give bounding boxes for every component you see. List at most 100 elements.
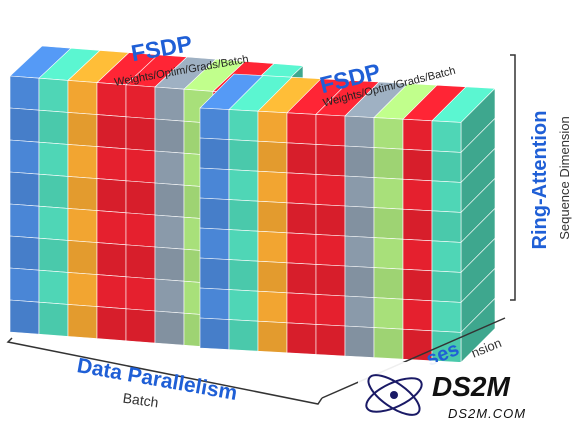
block-face-cell	[38, 77, 69, 113]
block-face-cell	[199, 287, 230, 320]
block-face-cell	[67, 112, 98, 147]
block-face-cell	[38, 205, 69, 241]
block-face-cell	[315, 324, 346, 357]
block-face-cell	[402, 178, 433, 212]
block-face-cell	[67, 176, 98, 211]
block-face-cell	[9, 75, 40, 111]
block-face-cell	[257, 200, 288, 234]
block-face-cell	[257, 320, 288, 354]
block-face-cell	[154, 246, 185, 282]
block-face-cell	[373, 297, 404, 330]
right-axis-title: Ring-Attention	[529, 111, 551, 250]
block-face-cell	[199, 107, 230, 140]
block-face-cell	[344, 205, 375, 238]
block-face-cell	[228, 289, 259, 322]
block-face-cell	[315, 264, 346, 297]
block-face-cell	[125, 308, 156, 344]
block-face-cell	[9, 203, 40, 239]
block-face-cell	[344, 145, 375, 178]
watermark-logo-text: DS2M	[432, 371, 510, 402]
block-face-cell	[257, 260, 288, 294]
block-face-cell	[315, 234, 346, 267]
bottom-axis-subtitle: Batch	[122, 390, 160, 411]
block-face-cell	[9, 299, 40, 335]
block-face-cell	[125, 180, 156, 216]
block-face-cell	[125, 212, 156, 248]
block-face-cell	[373, 327, 404, 360]
atom-orbit-icon-2	[367, 374, 421, 416]
block-face-cell	[315, 294, 346, 327]
block-face-cell	[96, 146, 127, 182]
block-face-cell	[9, 171, 40, 207]
right-axis-bracket	[510, 54, 516, 301]
block-face-cell	[9, 267, 40, 303]
block-face-cell	[38, 173, 69, 209]
depth-axis-bracket	[321, 317, 506, 399]
block-face-cell	[228, 139, 259, 172]
atom-core-icon	[390, 391, 398, 399]
bottom-axis-bracket	[6, 337, 323, 405]
block-face-cell	[228, 199, 259, 232]
block-face-cell	[38, 301, 69, 337]
block-face-cell	[402, 238, 433, 272]
block-face-cell	[154, 86, 185, 122]
block-face-cell	[257, 110, 288, 144]
block-face-cell	[344, 265, 375, 298]
block-face-cell	[228, 259, 259, 292]
block-face-cell	[286, 262, 317, 295]
block-face-cell	[67, 304, 98, 339]
block-face-cell	[431, 120, 462, 153]
block-face-cell	[154, 118, 185, 154]
block-face-cell	[154, 310, 185, 346]
block-face-cell	[154, 214, 185, 250]
block-face-cell	[9, 107, 40, 143]
block-face-cell	[67, 272, 98, 307]
block-face-cell	[67, 208, 98, 243]
block-face-cell	[96, 306, 127, 342]
block-face-cell	[96, 274, 127, 310]
block-face-cell	[402, 268, 433, 302]
block-face-cell	[286, 232, 317, 265]
block-face-cell	[96, 210, 127, 246]
block-face-cell	[286, 172, 317, 205]
block-face-cell	[431, 270, 462, 303]
block-face-cell	[154, 278, 185, 314]
block-face-cell	[228, 229, 259, 262]
right-axis-subtitle: Sequence Dimension	[557, 116, 572, 240]
block-face-cell	[199, 167, 230, 200]
block-face-cell	[286, 112, 317, 145]
block-face-cell	[373, 267, 404, 300]
block-face-cell	[257, 140, 288, 174]
block-face-cell	[344, 175, 375, 208]
block-face-cell	[154, 150, 185, 186]
block-face-cell	[344, 295, 375, 328]
block-face-cell	[344, 115, 375, 148]
block-face-cell	[154, 182, 185, 218]
block-face-cell	[286, 322, 317, 355]
block-face-cell	[38, 141, 69, 177]
block-face-cell	[315, 114, 346, 147]
block-face-cell	[315, 144, 346, 177]
block-face-cell	[315, 204, 346, 237]
block-face-cell	[125, 148, 156, 184]
block-face-cell	[38, 109, 69, 145]
block-face-cell	[9, 139, 40, 175]
block-face-cell	[125, 84, 156, 120]
block-face-cell	[38, 237, 69, 273]
block-face-cell	[373, 117, 404, 150]
block-face-cell	[402, 208, 433, 242]
block-face-cell	[373, 237, 404, 270]
block-face-cell	[286, 142, 317, 175]
block-face-cell	[67, 80, 98, 115]
block-face-cell	[228, 319, 259, 352]
block-face-cell	[344, 235, 375, 268]
block-face-cell	[402, 148, 433, 182]
block-face-cell	[257, 290, 288, 324]
block-face-cell	[125, 276, 156, 312]
block-face-cell	[402, 298, 433, 332]
block-face-cell	[373, 147, 404, 180]
block-face-cell	[96, 178, 127, 214]
atom-orbit-icon	[365, 377, 423, 413]
block-face-cell	[96, 82, 127, 118]
block-face-cell	[38, 269, 69, 305]
